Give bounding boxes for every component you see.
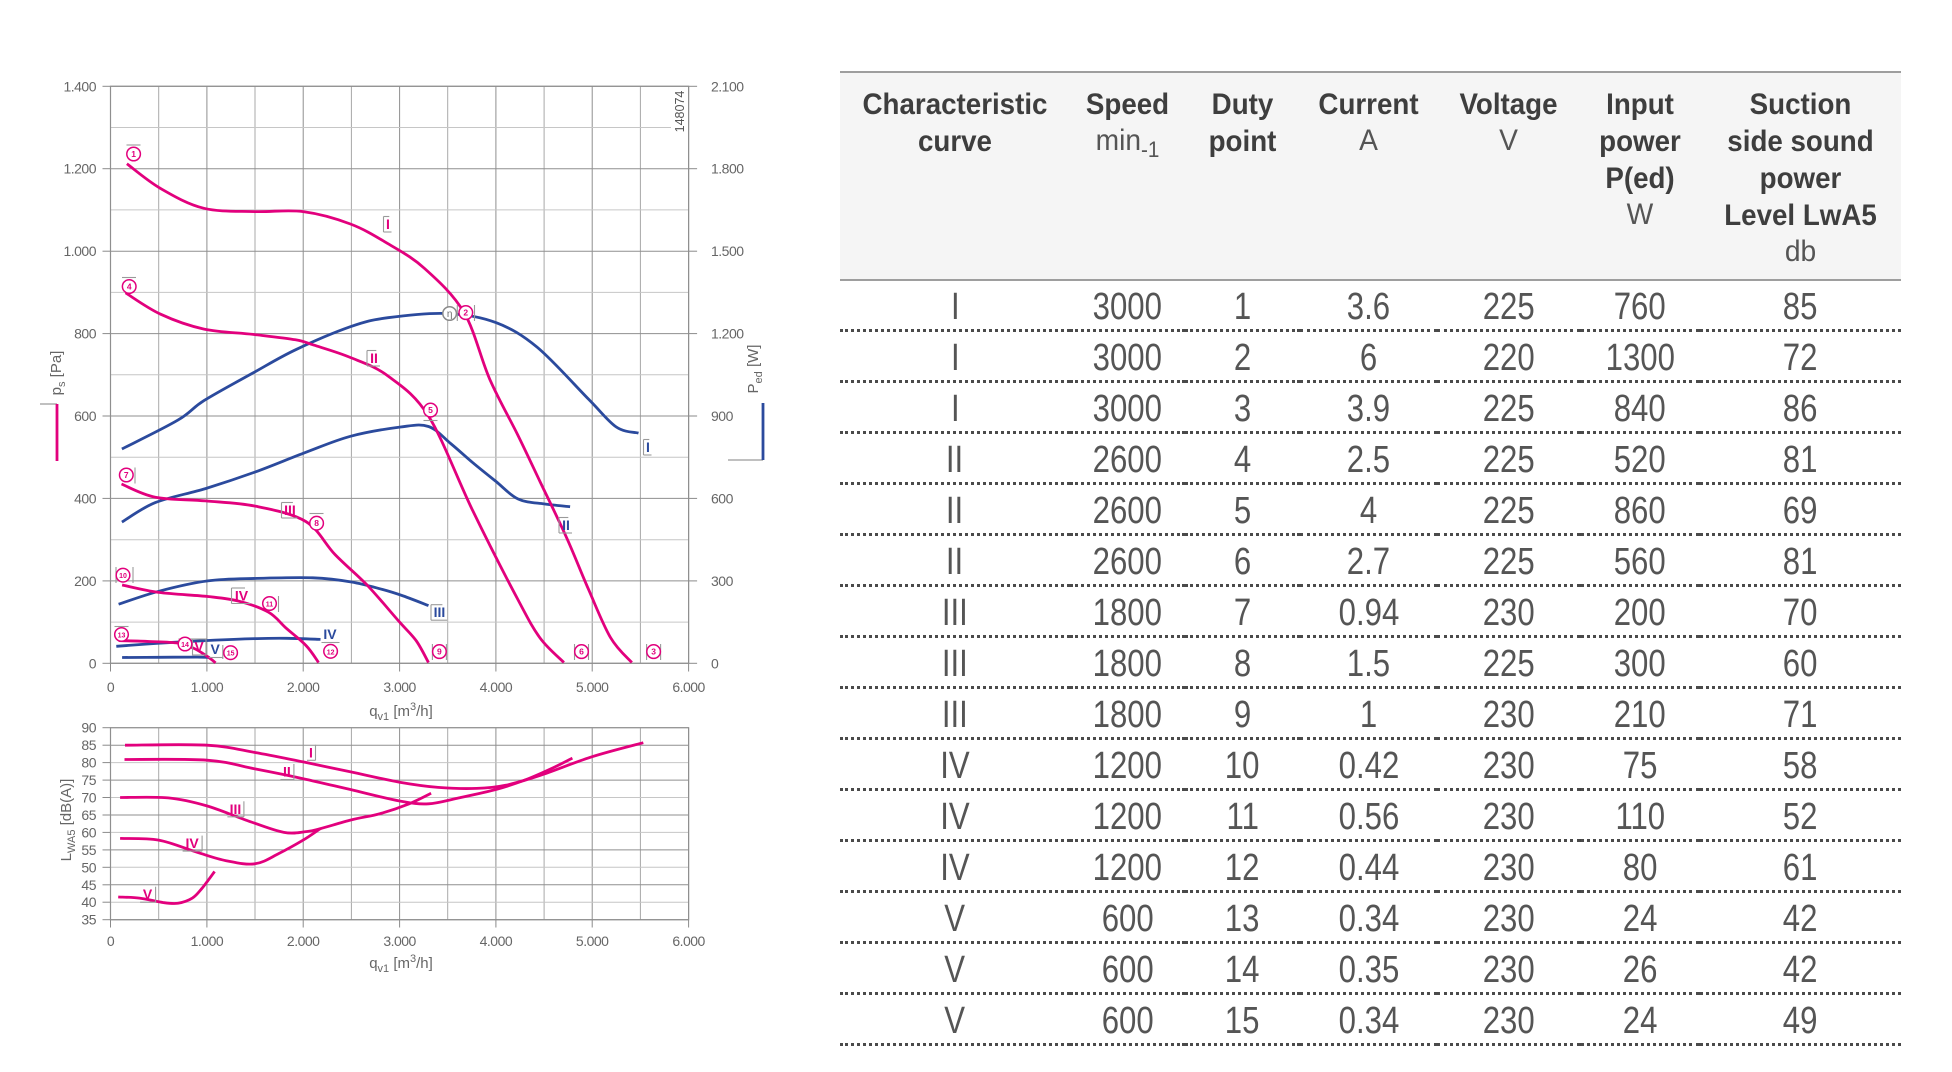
svg-text:35: 35 [81,912,96,928]
svg-text:11: 11 [266,602,274,609]
svg-text:200: 200 [74,573,97,589]
svg-text:IV: IV [323,626,337,642]
svg-text:148074: 148074 [673,91,687,133]
svg-text:50: 50 [81,859,96,875]
svg-text:1.400: 1.400 [63,78,96,94]
svg-text:1.800: 1.800 [711,161,744,177]
svg-text:45: 45 [81,877,96,893]
svg-text:1: 1 [131,149,136,159]
svg-text:3: 3 [651,647,656,657]
svg-text:4.000: 4.000 [480,933,513,949]
svg-text:II: II [370,350,378,366]
svg-text:6.000: 6.000 [672,679,705,695]
svg-text:0: 0 [107,933,115,949]
svg-text:1.000: 1.000 [63,243,96,259]
svg-text:60: 60 [81,824,96,840]
svg-text:1.500: 1.500 [711,243,744,259]
svg-text:LWA5 [dB(A)]: LWA5 [dB(A)] [58,779,78,862]
svg-text:V: V [143,886,153,902]
svg-text:7: 7 [124,470,129,480]
svg-text:IV: IV [235,588,249,604]
svg-text:II: II [562,517,570,533]
svg-text:III: III [434,604,446,620]
svg-text:12: 12 [327,649,335,656]
svg-text:85: 85 [81,737,96,753]
svg-text:10: 10 [119,573,127,580]
svg-text:55: 55 [81,842,96,858]
svg-text:600: 600 [74,408,97,424]
svg-text:1.000: 1.000 [191,933,224,949]
svg-text:14: 14 [181,642,189,649]
svg-text:3.000: 3.000 [383,679,416,695]
svg-text:II: II [283,764,291,780]
svg-text:6.000: 6.000 [672,933,705,949]
svg-text:13: 13 [118,633,126,640]
svg-text:8: 8 [314,518,319,528]
svg-text:ps [Pa]: ps [Pa] [48,351,68,396]
svg-text:2.000: 2.000 [287,679,320,695]
svg-text:I: I [309,744,313,760]
svg-text:4.000: 4.000 [480,679,513,695]
svg-text:η: η [447,309,453,320]
svg-text:2.000: 2.000 [287,933,320,949]
svg-text:qv1 [m3/h]: qv1 [m3/h] [369,953,433,975]
svg-text:65: 65 [81,807,96,823]
svg-text:600: 600 [711,490,734,506]
svg-text:900: 900 [711,408,734,424]
svg-text:5.000: 5.000 [576,679,609,695]
svg-text:1.200: 1.200 [63,161,96,177]
svg-text:70: 70 [81,790,96,806]
svg-text:300: 300 [711,573,734,589]
svg-text:I: I [386,216,390,232]
svg-text:III: III [230,801,242,817]
svg-text:40: 40 [81,894,96,910]
svg-text:800: 800 [74,326,97,342]
svg-text:Ped [W]: Ped [W] [745,345,765,394]
svg-text:400: 400 [74,490,97,506]
svg-text:qv1 [m3/h]: qv1 [m3/h] [369,701,433,723]
svg-text:4: 4 [127,282,132,292]
svg-text:0: 0 [711,655,719,671]
svg-text:V: V [194,639,204,655]
svg-text:75: 75 [81,772,96,788]
svg-text:15: 15 [227,651,235,658]
svg-text:III: III [284,502,296,518]
svg-text:2.100: 2.100 [711,78,744,94]
svg-text:3.000: 3.000 [383,933,416,949]
svg-text:5.000: 5.000 [576,933,609,949]
svg-text:1.000: 1.000 [191,679,224,695]
svg-text:V: V [211,641,221,657]
svg-text:6: 6 [579,647,584,657]
svg-text:80: 80 [81,755,96,771]
svg-text:5: 5 [428,405,433,415]
svg-text:0: 0 [107,679,115,695]
svg-text:90: 90 [81,720,96,736]
svg-text:0: 0 [89,655,97,671]
svg-text:2: 2 [463,308,468,318]
svg-text:1.200: 1.200 [711,326,744,342]
svg-text:I: I [646,439,650,455]
svg-text:IV: IV [185,835,199,851]
svg-text:9: 9 [437,647,442,657]
